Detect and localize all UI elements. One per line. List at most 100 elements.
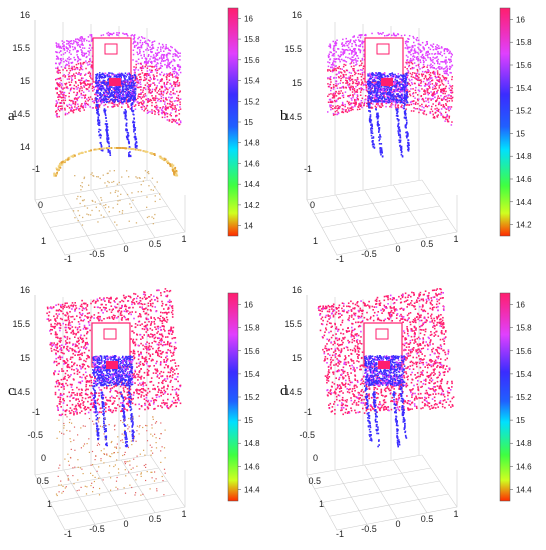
cloud-point bbox=[56, 116, 58, 118]
cloud-point bbox=[60, 50, 62, 52]
cloud-point bbox=[335, 58, 338, 60]
cloud-point bbox=[411, 63, 414, 65]
cloud-point bbox=[438, 85, 440, 87]
cloud-point bbox=[427, 77, 430, 80]
cloud-point bbox=[59, 96, 62, 98]
ground-point bbox=[83, 177, 85, 180]
chair-point bbox=[387, 86, 389, 88]
cloud-point bbox=[427, 56, 429, 59]
cloud-point bbox=[171, 46, 173, 49]
cloud-point bbox=[442, 88, 445, 90]
chair-point bbox=[96, 75, 98, 77]
cloud-point bbox=[133, 40, 136, 42]
ground-point bbox=[59, 166, 61, 169]
chair-point bbox=[390, 96, 392, 98]
chair-point bbox=[405, 79, 407, 82]
cloud-point bbox=[424, 93, 427, 95]
chair-point bbox=[385, 99, 387, 101]
cloud-point bbox=[419, 109, 422, 111]
chair-leg-point bbox=[106, 137, 108, 139]
chair-point bbox=[397, 76, 400, 79]
cloud-point bbox=[361, 59, 364, 61]
chair-leg-point bbox=[97, 113, 100, 116]
cloud-point bbox=[179, 71, 182, 74]
cloud-point bbox=[445, 63, 447, 65]
cloud-point bbox=[171, 73, 174, 75]
cloud-point bbox=[84, 100, 87, 102]
cloud-point bbox=[442, 68, 445, 70]
cloud-point bbox=[445, 66, 447, 68]
ground-point bbox=[102, 147, 104, 150]
cloud-point bbox=[68, 81, 70, 84]
cloud-point bbox=[168, 120, 171, 122]
cloud-point bbox=[429, 72, 432, 74]
chair-leg-point bbox=[130, 104, 133, 107]
cloud-point bbox=[410, 59, 413, 62]
chair-point bbox=[403, 99, 405, 102]
cloud-point bbox=[147, 99, 150, 101]
chair-point bbox=[393, 85, 396, 88]
chair-point bbox=[402, 85, 404, 87]
cloud-point bbox=[327, 83, 329, 85]
cloud-point bbox=[178, 123, 181, 126]
cloud-point bbox=[59, 46, 62, 48]
cloud-point bbox=[62, 53, 65, 55]
cloud-point bbox=[333, 97, 335, 99]
cloud-point bbox=[140, 92, 142, 94]
cloud-point bbox=[432, 67, 434, 69]
cloud-point bbox=[88, 60, 90, 63]
cloud-point bbox=[341, 86, 344, 88]
cloud-point bbox=[399, 100, 402, 103]
cloud-point bbox=[363, 104, 365, 107]
cloud-point bbox=[175, 108, 177, 110]
ground-point bbox=[116, 203, 119, 205]
chair-point bbox=[384, 91, 386, 94]
cloud-point bbox=[379, 106, 381, 108]
cloud-point bbox=[343, 45, 346, 47]
cloud-point bbox=[60, 102, 63, 104]
cloud-point bbox=[77, 63, 80, 65]
cloud-point bbox=[66, 78, 69, 80]
chair-point bbox=[368, 83, 370, 85]
cloud-point bbox=[446, 67, 449, 70]
cloud-point bbox=[76, 88, 78, 90]
ground-point bbox=[78, 152, 80, 155]
ground-point bbox=[93, 175, 95, 177]
cloud-point bbox=[419, 105, 421, 107]
cloud-point bbox=[351, 91, 354, 93]
cloud-point bbox=[171, 109, 174, 111]
chair-point bbox=[125, 84, 127, 86]
cloud-point bbox=[343, 76, 345, 78]
chair-leg-point bbox=[98, 124, 101, 126]
cloud-point bbox=[409, 68, 412, 70]
cloud-point bbox=[357, 57, 360, 59]
ground-point bbox=[72, 210, 75, 212]
chair-point bbox=[120, 75, 122, 77]
z-tick-label: 15.5 bbox=[12, 43, 30, 53]
chair-point bbox=[111, 94, 114, 96]
ground-point bbox=[136, 177, 138, 179]
cloud-point bbox=[444, 120, 446, 122]
cloud-point bbox=[144, 84, 147, 86]
cloud-point bbox=[60, 90, 62, 93]
chair-point bbox=[367, 98, 369, 100]
cloud-point bbox=[122, 103, 124, 105]
cloud-point bbox=[138, 102, 141, 104]
chair-point bbox=[369, 97, 371, 99]
cloud-point bbox=[389, 105, 391, 108]
cloud-point bbox=[174, 60, 176, 62]
cloud-point bbox=[143, 110, 145, 112]
cloud-point bbox=[416, 70, 419, 72]
chair-point bbox=[108, 92, 110, 94]
cloud-point bbox=[417, 64, 419, 66]
chair-point bbox=[101, 94, 103, 96]
cloud-point bbox=[144, 79, 146, 81]
ground-point bbox=[126, 193, 129, 196]
cloud-point bbox=[339, 68, 342, 70]
cloud-point bbox=[94, 97, 96, 100]
cloud-point bbox=[173, 100, 176, 102]
cloud-point bbox=[406, 47, 408, 50]
ground-point bbox=[104, 207, 107, 209]
cloud-point bbox=[135, 44, 138, 47]
cloud-point bbox=[59, 90, 61, 93]
